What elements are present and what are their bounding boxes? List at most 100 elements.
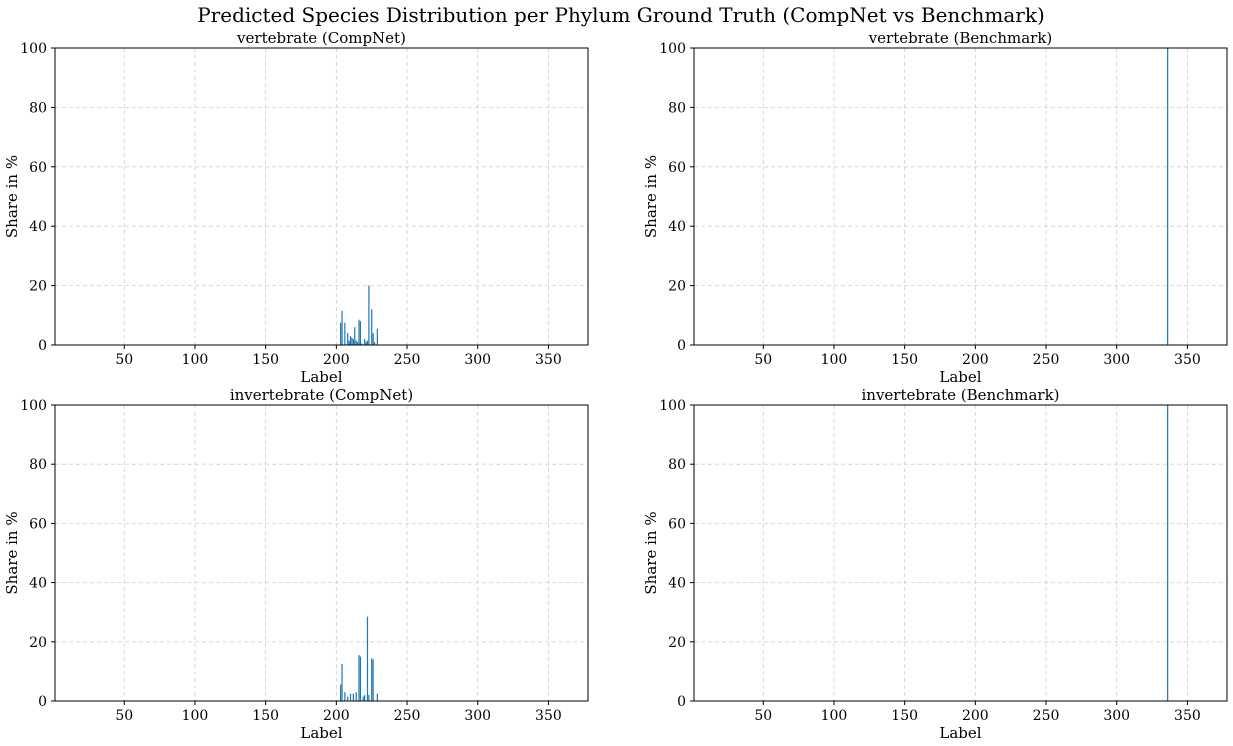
x-tick-label: 350 — [1174, 352, 1201, 368]
x-tick-label: 100 — [821, 708, 848, 724]
y-tick-label: 80 — [29, 457, 47, 473]
bar — [351, 337, 353, 345]
figure-title: Predicted Species Distribution per Phylu… — [197, 3, 1045, 27]
y-tick-label: 100 — [20, 398, 47, 414]
x-tick-label: 300 — [1103, 352, 1130, 368]
bar — [356, 342, 359, 345]
x-tick-label: 50 — [754, 708, 772, 724]
x-tick-label: 200 — [323, 708, 350, 724]
plot-frame — [693, 47, 1228, 346]
y-axis-label: Share in % — [3, 511, 21, 594]
bar — [1167, 405, 1169, 701]
x-tick-label: 100 — [821, 352, 848, 368]
bar — [359, 656, 362, 701]
bar — [361, 343, 363, 345]
y-tick-label: 0 — [677, 338, 686, 354]
y-tick-label: 80 — [668, 100, 686, 116]
x-axis-label: Label — [300, 368, 342, 386]
x-tick-label: 250 — [1033, 352, 1060, 368]
y-tick-label: 0 — [38, 338, 47, 354]
plot-frame — [54, 47, 589, 346]
bar — [352, 693, 354, 701]
bar — [364, 339, 366, 345]
bar — [371, 309, 373, 345]
x-tick-label: 250 — [1033, 708, 1060, 724]
bar — [373, 342, 376, 345]
bar — [344, 692, 346, 701]
y-tick-label: 0 — [677, 694, 686, 710]
bar — [368, 695, 370, 701]
y-tick-label: 100 — [659, 41, 686, 57]
x-tick-label: 150 — [252, 352, 279, 368]
bar — [341, 310, 343, 345]
y-tick-label: 100 — [20, 41, 47, 57]
y-tick-label: 80 — [29, 100, 47, 116]
x-tick-label: 200 — [962, 708, 989, 724]
subplot-2: 50 100 150 200 250 300 350 0 20 40 60 80 100 vertebra… — [642, 29, 1228, 386]
subplot-title: invertebrate (Benchmark) — [861, 386, 1059, 404]
bar — [376, 328, 378, 345]
bar — [366, 616, 369, 701]
bar — [354, 327, 356, 345]
subplot-3: 50 100 150 200 250 300 350 0 20 40 60 80 100 inverteb… — [3, 386, 589, 742]
y-tick-label: 20 — [29, 279, 47, 295]
y-tick-label: 20 — [668, 635, 686, 651]
plot-frame — [54, 404, 589, 702]
y-tick-label: 60 — [29, 516, 47, 532]
bar — [352, 339, 354, 345]
bar — [349, 693, 352, 701]
bar — [358, 319, 360, 345]
bar — [359, 321, 362, 345]
subplot-4: 50 100 150 200 250 300 350 0 20 40 60 80 100 inverteb… — [642, 386, 1228, 742]
bar — [340, 684, 342, 701]
bar — [376, 693, 378, 701]
bar — [1167, 48, 1169, 345]
bar — [364, 695, 366, 701]
y-tick-label: 100 — [659, 398, 686, 414]
y-tick-label: 60 — [668, 516, 686, 532]
bar — [371, 658, 373, 701]
bar — [349, 336, 352, 345]
bar — [366, 340, 369, 345]
plot-frame — [693, 404, 1228, 702]
x-tick-label: 350 — [535, 352, 562, 368]
x-tick-label: 200 — [323, 352, 350, 368]
y-tick-label: 20 — [29, 635, 47, 651]
subplots: 50 100 150 200 250 300 350020406080100vertebra… — [3, 29, 1228, 742]
bar — [365, 342, 367, 345]
x-tick-label: 50 — [115, 352, 133, 368]
x-tick-label: 150 — [252, 708, 279, 724]
y-tick-label: 60 — [29, 160, 47, 176]
bar — [344, 322, 346, 345]
x-tick-label: 50 — [115, 708, 133, 724]
x-tick-label: 100 — [182, 352, 209, 368]
bar — [372, 659, 374, 701]
y-axis-label: Share in % — [642, 511, 660, 594]
bar — [341, 664, 343, 701]
x-tick-label: 300 — [464, 352, 491, 368]
x-tick-label: 350 — [1174, 708, 1201, 724]
x-axis-label: Label — [939, 724, 981, 742]
x-tick-label: 100 — [182, 708, 209, 724]
bar — [340, 322, 342, 345]
y-tick-label: 20 — [668, 279, 686, 295]
subplot-title: invertebrate (CompNet) — [230, 386, 413, 404]
y-tick-label: 40 — [29, 576, 47, 592]
bar — [362, 696, 364, 701]
bar — [355, 692, 357, 701]
subplot-title: vertebrate (Benchmark) — [868, 29, 1053, 47]
bar — [372, 333, 374, 345]
y-axis-label: Share in % — [3, 155, 21, 238]
y-tick-label: 60 — [668, 160, 686, 176]
y-tick-label: 80 — [668, 457, 686, 473]
y-tick-label: 40 — [668, 576, 686, 592]
x-tick-label: 250 — [394, 352, 421, 368]
x-tick-label: 200 — [962, 352, 989, 368]
x-tick-label: 350 — [535, 708, 562, 724]
subplot-1: 50 100 150 200 250 300 350 0 20 40 60 80 100 vertebra… — [3, 29, 589, 386]
y-tick-label: 0 — [38, 694, 47, 710]
bar — [347, 333, 349, 345]
x-tick-label: 50 — [754, 352, 772, 368]
x-tick-label: 300 — [464, 708, 491, 724]
